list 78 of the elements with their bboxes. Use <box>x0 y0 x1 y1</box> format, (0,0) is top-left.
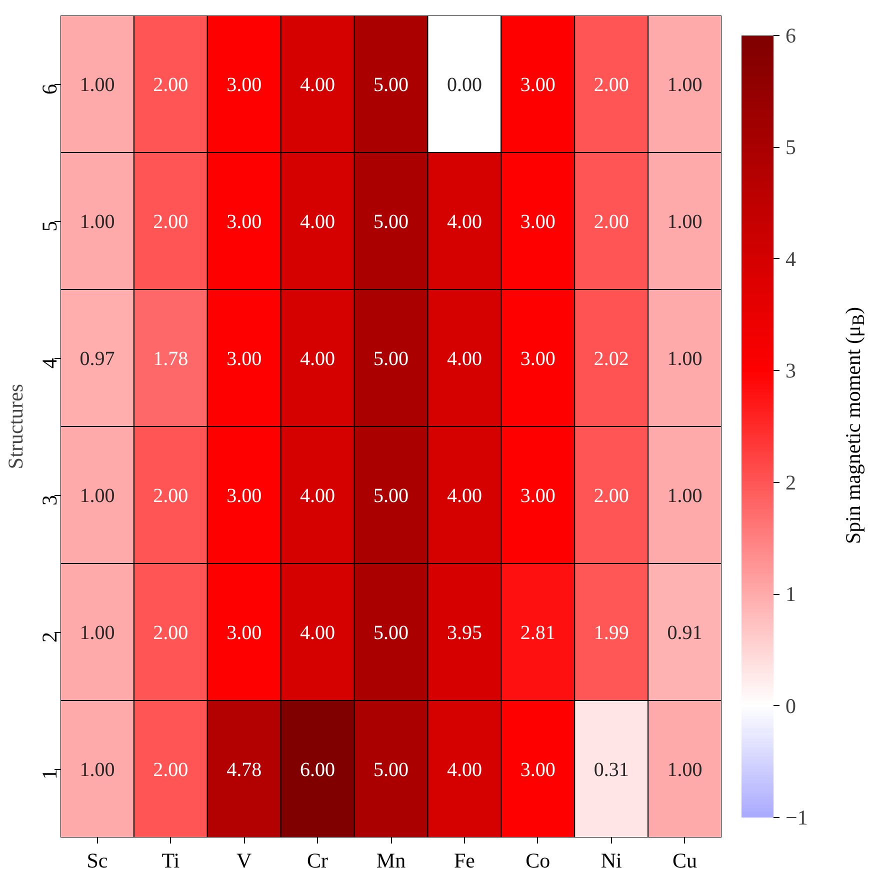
data-label: 1.00 <box>667 759 702 781</box>
data-label: 5.00 <box>374 211 408 233</box>
x-tick-label: Ti <box>162 848 180 872</box>
data-label: 1.00 <box>80 74 115 96</box>
data-label: 3.00 <box>226 74 262 96</box>
data-label: 1.00 <box>667 348 702 370</box>
data-label: 2.81 <box>520 622 556 644</box>
x-tick-label: Ni <box>600 848 622 872</box>
data-label: 4.00 <box>446 211 482 233</box>
y-tick-label: 4 <box>38 358 62 368</box>
data-label: 4.00 <box>446 485 482 507</box>
data-label: 5.00 <box>374 622 408 644</box>
data-label: 3.00 <box>520 485 556 507</box>
x-tick-label: Mn <box>376 848 406 872</box>
data-label: 3.00 <box>226 485 262 507</box>
data-label: 1.00 <box>667 211 702 233</box>
data-label: 5.00 <box>374 74 408 96</box>
data-label: 4.00 <box>300 74 336 96</box>
y-tick-label: 3 <box>38 495 62 506</box>
y-tick-label: 1 <box>38 769 62 780</box>
y-tick-label: 6 <box>38 84 62 94</box>
data-label: 3.95 <box>446 622 482 644</box>
data-label: 3.00 <box>520 348 556 370</box>
data-label: 0.97 <box>80 348 115 370</box>
data-label: 4.00 <box>300 622 336 644</box>
data-label: 2.00 <box>153 759 188 781</box>
data-label: 3.00 <box>226 211 262 233</box>
data-label: 1.78 <box>153 348 188 370</box>
data-label: 3.00 <box>520 211 556 233</box>
data-label: 2.00 <box>153 622 188 644</box>
data-label: 3.00 <box>226 348 262 370</box>
data-label: 3.00 <box>520 74 556 96</box>
data-label: 1.00 <box>80 622 115 644</box>
data-label: 2.00 <box>594 74 629 96</box>
data-label: 0.00 <box>446 74 482 96</box>
color-bar-label: 4 <box>786 246 796 271</box>
color-bar-label: −1 <box>786 806 808 830</box>
x-tick-label: V <box>236 848 252 872</box>
data-label: 1.00 <box>80 211 115 233</box>
y-axis-title: Structures <box>4 384 28 470</box>
data-label: 2.00 <box>594 211 629 233</box>
data-label: 2.00 <box>153 485 188 507</box>
color-bar-label: 1 <box>786 582 796 606</box>
data-label: 2.02 <box>594 348 629 370</box>
data-label: 5.00 <box>374 485 408 507</box>
data-label: 4.00 <box>300 348 336 370</box>
color-bar-label: 5 <box>786 135 796 160</box>
color-bar-label: 3 <box>786 358 796 383</box>
data-label: 4.78 <box>226 759 262 781</box>
data-label: 2.00 <box>153 211 188 233</box>
data-label: 3.00 <box>520 759 556 781</box>
data-label: 0.31 <box>594 759 629 781</box>
x-tick-label: Cu <box>672 848 698 872</box>
x-tick-label: Fe <box>454 848 475 872</box>
color-bar-label: 0 <box>786 694 796 718</box>
data-label: 5.00 <box>374 759 408 781</box>
data-label: 1.00 <box>80 759 115 781</box>
data-label: 4.00 <box>446 759 482 781</box>
data-label: 3.00 <box>226 622 262 644</box>
color-bar-label: 6 <box>786 24 796 48</box>
data-label: 2.00 <box>153 74 188 96</box>
data-label: 5.00 <box>374 348 408 370</box>
data-label: 2.00 <box>594 485 629 507</box>
data-label: 1.00 <box>80 485 115 507</box>
color-bar-label: 2 <box>786 470 796 494</box>
data-label: 4.00 <box>300 211 336 233</box>
data-label: 6.00 <box>300 759 336 781</box>
data-label: 4.00 <box>446 348 482 370</box>
x-tick-label: Co <box>526 848 550 872</box>
x-tick-label: Sc <box>86 848 108 872</box>
data-label: 1.00 <box>667 485 702 507</box>
y-tick-label: 2 <box>38 632 62 642</box>
data-label: 1.00 <box>667 74 702 96</box>
y-tick-label: 5 <box>38 221 62 232</box>
data-label: 1.99 <box>594 622 629 644</box>
data-label: 0.91 <box>667 622 702 644</box>
x-tick-label: Cr <box>307 848 328 872</box>
data-label: 4.00 <box>300 485 336 507</box>
